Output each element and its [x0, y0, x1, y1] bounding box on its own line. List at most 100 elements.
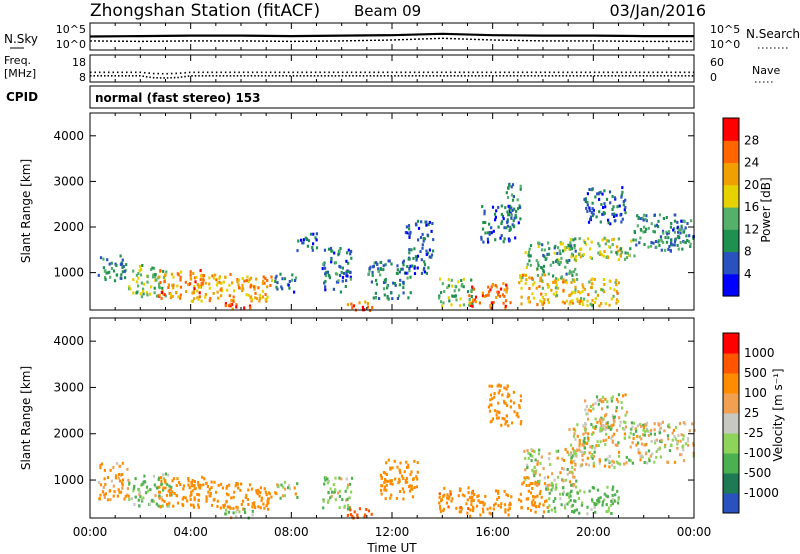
range-cell [590, 240, 593, 244]
range-cell [624, 198, 627, 202]
range-cell [638, 241, 641, 245]
range-cell [413, 459, 416, 463]
range-cell [421, 243, 424, 247]
range-cell [587, 417, 590, 421]
range-cell [591, 207, 594, 211]
range-cell [440, 291, 443, 295]
range-cell [602, 417, 605, 421]
range-cell [498, 410, 501, 414]
range-cell [570, 489, 573, 493]
range-cell [406, 480, 409, 484]
range-cell [523, 449, 526, 453]
range-cell [399, 278, 402, 282]
range-cell [497, 489, 500, 493]
colorbar-segment [723, 118, 739, 141]
range-cell [170, 493, 173, 497]
range-cell [375, 261, 378, 265]
range-cell [592, 486, 596, 490]
range-cell [539, 489, 542, 493]
range-cell [532, 283, 535, 287]
range-cell [137, 272, 140, 275]
range-cell [242, 507, 245, 511]
range-cell [607, 506, 610, 510]
range-cell [607, 239, 610, 243]
range-cell [650, 428, 653, 432]
range-cell [526, 497, 529, 501]
range-cell [432, 238, 435, 242]
range-cell [494, 489, 498, 493]
range-cell [576, 449, 579, 452]
range-cell [393, 282, 397, 285]
range-cell [605, 510, 608, 513]
range-cell [446, 493, 449, 497]
range-cell [182, 495, 185, 499]
range-cell [589, 445, 592, 449]
range-cell [599, 496, 602, 500]
range-cell [231, 303, 234, 307]
range-cell [370, 512, 373, 516]
range-cell [218, 276, 221, 280]
range-cell [192, 271, 195, 275]
range-cell [387, 297, 390, 301]
range-cell [542, 264, 546, 268]
range-cell [481, 227, 485, 231]
range-cell [145, 491, 148, 495]
range-cell [244, 496, 247, 500]
range-cell [546, 252, 549, 256]
range-cell [667, 236, 670, 240]
range-cell [413, 272, 417, 276]
range-cell [643, 433, 646, 437]
range-cell [218, 280, 221, 284]
range-cell [151, 275, 155, 279]
range-cell [616, 249, 619, 253]
range-cell [505, 289, 508, 293]
range-cell [681, 445, 684, 449]
range-cell [594, 502, 597, 506]
range-cell [605, 438, 608, 442]
range-cell [281, 287, 284, 291]
range-cell [349, 513, 352, 517]
range-cell [197, 505, 200, 509]
range-cell [520, 302, 523, 306]
range-cell [235, 482, 238, 486]
range-cell [531, 454, 534, 458]
range-cell [529, 453, 532, 457]
range-cell [328, 274, 331, 278]
range-cell [322, 262, 325, 266]
range-cell [161, 286, 164, 290]
range-cell [624, 211, 627, 215]
range-cell [578, 511, 581, 515]
range-cell [631, 461, 634, 465]
range-cell [615, 283, 618, 287]
range-cell [534, 480, 537, 484]
range-cell [515, 215, 518, 219]
range-cell [266, 499, 269, 503]
range-cell [533, 474, 536, 478]
range-cell [593, 450, 596, 454]
range-cell [655, 455, 658, 459]
range-cell [586, 442, 589, 446]
range-cell [513, 410, 516, 414]
range-cell [601, 238, 604, 242]
range-cell [612, 237, 615, 241]
range-cell [158, 476, 161, 480]
range-cell [411, 487, 414, 491]
range-cell [284, 487, 287, 491]
range-cell [261, 282, 264, 285]
range-cell [261, 289, 265, 293]
range-cell [680, 224, 683, 228]
range-cell [587, 408, 590, 412]
range-cell [109, 275, 112, 279]
range-cell [482, 221, 485, 224]
range-cell [191, 484, 194, 488]
range-cell [572, 238, 575, 242]
range-cell [385, 488, 388, 492]
range-cell [533, 501, 537, 505]
range-cell [288, 286, 291, 290]
range-cell [610, 399, 613, 403]
range-cell [312, 242, 315, 246]
range-cell [573, 452, 576, 456]
range-cell [315, 238, 318, 242]
range-cell [487, 293, 490, 297]
range-cell [402, 490, 406, 494]
